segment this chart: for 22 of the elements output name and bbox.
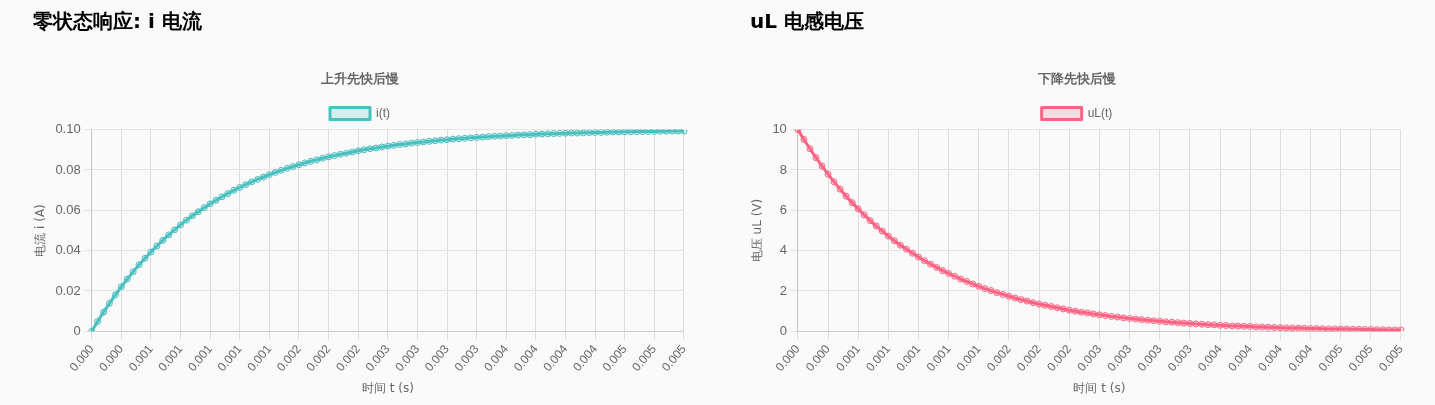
y-tick-label: 0.06 [55, 201, 81, 217]
y-tick-label: 0.02 [55, 282, 81, 298]
y-tick-label: 8 [779, 161, 787, 177]
x-axis-title: 时间 t (s) [361, 380, 414, 395]
y-axis-title: 电压 uL (V) [750, 198, 765, 263]
y-axis-title: 电流 i (A) [33, 204, 48, 257]
y-tick-label: 10 [772, 121, 787, 137]
chart-subtitle: 下降先快后慢 [1037, 71, 1116, 87]
y-tick-label: 0 [73, 322, 81, 338]
chart-title: uL 电感电压 [750, 8, 864, 35]
y-tick-label: 2 [779, 282, 787, 298]
y-tick-label: 0.04 [55, 242, 81, 258]
y-tick-label: 0.08 [55, 161, 81, 177]
chart-title: 零状态响应: i 电流 [33, 8, 202, 35]
x-axis-title: 时间 t (s) [1073, 380, 1126, 395]
y-tick-label: 6 [779, 201, 787, 217]
legend-label: uL(t) [1087, 105, 1113, 120]
chart-subtitle: 上升先快后慢 [320, 71, 399, 87]
y-tick-label: 0 [779, 322, 787, 338]
y-tick-label: 0.10 [55, 121, 81, 137]
legend-label: i(t) [376, 105, 390, 120]
y-tick-label: 4 [779, 242, 787, 258]
